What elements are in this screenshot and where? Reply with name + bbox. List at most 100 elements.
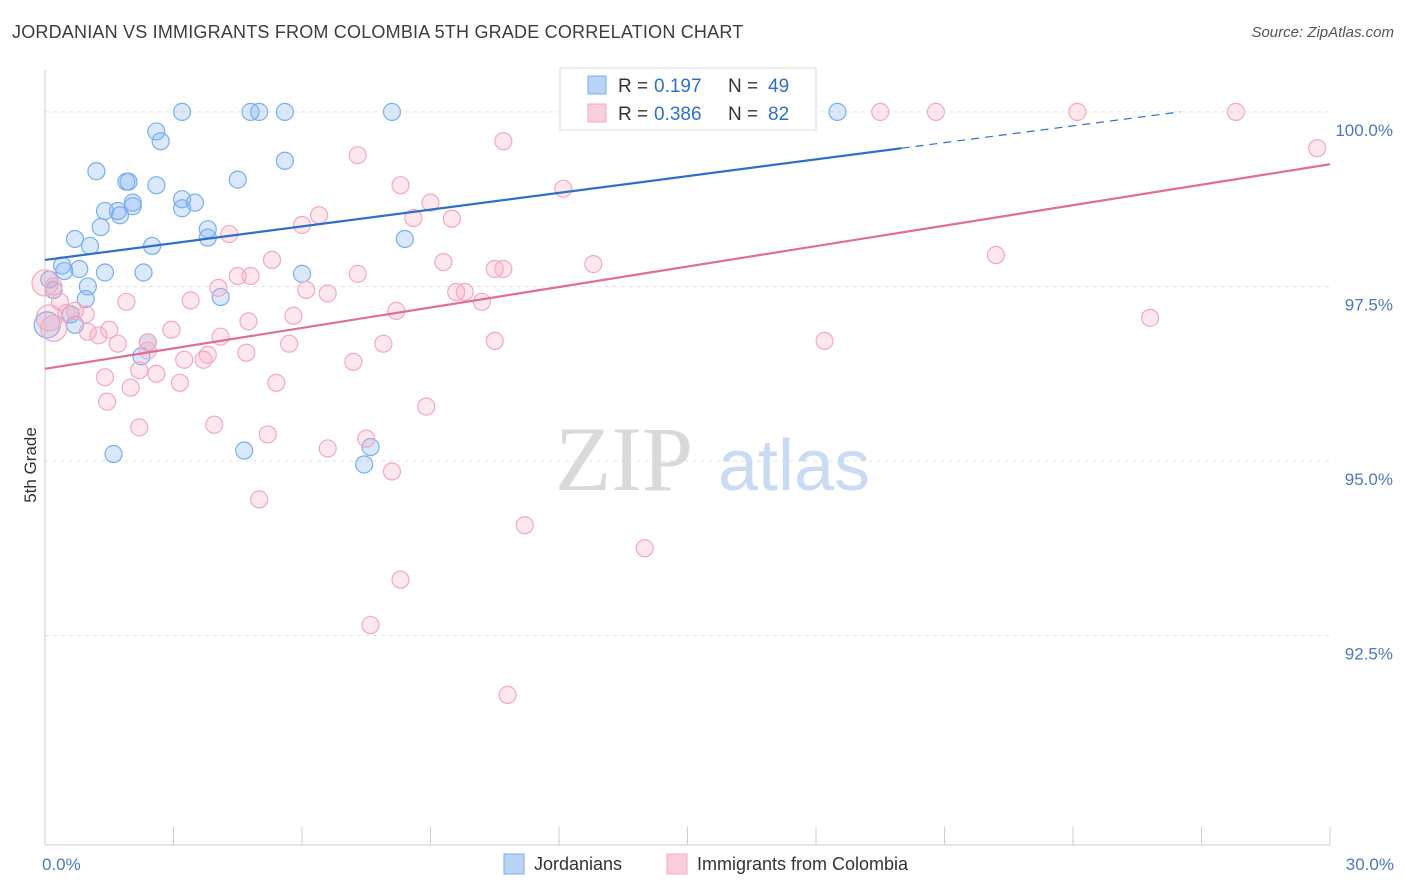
colombia-point-1 — [871, 102, 890, 121]
legend-r-label-2: R = — [618, 104, 648, 125]
x-tick-label-1: 30.0% — [1346, 855, 1394, 874]
colombia-point-23 — [228, 266, 247, 286]
colombia-point-31 — [117, 292, 136, 311]
colombia-point-7 — [348, 146, 367, 165]
series-legend-swatch-jordanians — [503, 853, 525, 875]
colombia-point-26 — [209, 278, 228, 297]
colombia-point-43 — [100, 320, 119, 339]
legend-r-value-1: 0.197 — [654, 76, 702, 97]
trend-lines — [44, 111, 1331, 370]
colombia-point-65 — [98, 392, 117, 411]
legend-swatch-colombia — [587, 103, 607, 123]
legend-swatch-jordanians — [587, 75, 607, 95]
colombia-point-45 — [89, 326, 108, 345]
series-legend-label-colombia: Immigrants from Colombia — [697, 854, 909, 874]
jordanian-point-25 — [395, 229, 414, 249]
colombia-point-24 — [241, 266, 260, 286]
jordanian-point-26 — [65, 229, 85, 249]
colombia-point-73 — [250, 490, 269, 509]
colombia-point-71 — [357, 429, 376, 448]
jordanian-point-44 — [104, 444, 123, 464]
colombia-point-10 — [421, 193, 440, 212]
jordanian-point-33 — [134, 263, 153, 282]
colombia-point-72 — [382, 462, 402, 481]
colombia-point-75 — [635, 539, 654, 558]
jordanian-point-7 — [151, 132, 170, 151]
colombia-point-67 — [205, 415, 224, 434]
colombia-point-18 — [434, 252, 453, 272]
jordanian-point-12 — [147, 176, 166, 195]
colombia-point-69 — [258, 425, 277, 444]
colombia-point-6 — [494, 132, 513, 151]
series-legend: Jordanians Immigrants from Colombia — [503, 853, 909, 875]
colombia-point-57 — [194, 350, 213, 369]
watermark-atlas: atlas — [718, 426, 870, 506]
colombia-point-11 — [310, 206, 329, 225]
colombia-point-66 — [417, 397, 436, 416]
colombia-point-33 — [472, 292, 491, 311]
jordanian-trend-line — [44, 147, 902, 262]
colombia-point-70 — [318, 439, 337, 458]
jordanian-point-47 — [355, 455, 374, 474]
y-tick-label-3: 92.5% — [1345, 645, 1393, 664]
colombia-point-81 — [39, 314, 68, 342]
colombia-point-41 — [1140, 308, 1160, 327]
colombia-point-21 — [494, 259, 513, 279]
colombia-point-58 — [130, 361, 149, 380]
colombia-point-39 — [78, 322, 97, 341]
axes — [44, 70, 1331, 846]
colombia-point-40 — [284, 306, 303, 325]
chart-title: JORDANIAN VS IMMIGRANTS FROM COLOMBIA 5T… — [12, 22, 744, 42]
jordanian-point-2 — [250, 102, 269, 121]
jordanian-point-46 — [361, 437, 380, 457]
jordanian-point-21 — [172, 199, 192, 218]
colombia-point-48 — [485, 331, 504, 351]
y-tick-label-2: 95.0% — [1345, 470, 1393, 489]
jordanian-point-39 — [76, 289, 95, 309]
colombia-point-77 — [361, 615, 380, 635]
gridlines — [45, 111, 1330, 637]
colombia-point-61 — [95, 368, 115, 387]
colombia-point-68 — [130, 418, 149, 437]
chart-source: Source: ZipAtlas.com — [1251, 24, 1394, 41]
legend-n-value-2: 82 — [768, 104, 789, 125]
colombia-point-44 — [162, 320, 181, 339]
legend-r-label-1: R = — [618, 76, 648, 97]
data-points — [31, 102, 1327, 704]
colombia-point-52 — [280, 334, 299, 353]
series-legend-swatch-colombia — [666, 853, 688, 875]
colombia-point-63 — [267, 373, 286, 392]
colombia-point-14 — [404, 208, 423, 228]
jordanian-point-34 — [292, 264, 312, 283]
colombia-trend-line — [44, 163, 1331, 370]
legend-n-label-2: N = — [728, 104, 758, 125]
jordanian-point-13 — [228, 170, 247, 189]
colombia-point-60 — [147, 364, 166, 383]
colombia-point-9 — [554, 179, 573, 198]
jordanian-point-32 — [95, 263, 115, 282]
x-tick-label-0: 0.0% — [42, 855, 81, 874]
jordanian-point-6 — [147, 122, 166, 141]
colombia-point-32 — [181, 291, 200, 310]
colombia-point-49 — [374, 334, 393, 353]
jordanian-point-4 — [382, 102, 402, 121]
colombia-point-30 — [455, 282, 474, 302]
jordanian-point-22 — [91, 217, 110, 237]
colombia-point-38 — [76, 305, 95, 324]
y-tick-label-0: 100.0% — [1335, 121, 1393, 140]
tick-labels: 100.0% 97.5% 95.0% 92.5% 0.0% 30.0% — [42, 121, 1394, 874]
stats-legend: R = 0.197 N = 49 R = 0.386 N = 82 — [559, 67, 817, 131]
colombia-point-22 — [348, 264, 367, 283]
y-tick-label-1: 97.5% — [1345, 295, 1393, 314]
jordanian-point-31 — [70, 259, 89, 279]
jordanian-point-45 — [235, 441, 254, 460]
colombia-point-74 — [515, 516, 534, 535]
jordanian-point-11 — [119, 172, 138, 191]
colombia-point-13 — [442, 209, 462, 228]
colombia-point-37 — [65, 301, 85, 320]
colombia-point-56 — [175, 350, 194, 369]
colombia-point-80 — [35, 304, 63, 332]
colombia-point-16 — [986, 245, 1006, 265]
colombia-point-8 — [391, 176, 410, 195]
watermark-zip: ZIP — [555, 408, 693, 510]
